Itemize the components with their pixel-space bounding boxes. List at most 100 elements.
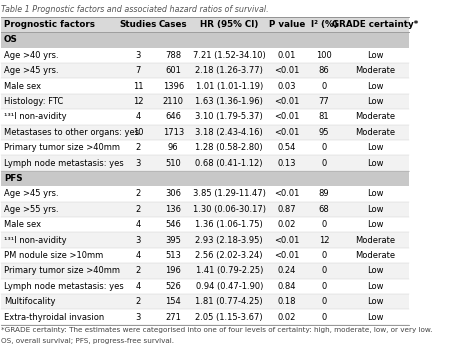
Bar bbox=[1, 63, 409, 79]
Text: Low: Low bbox=[367, 159, 383, 167]
Text: 89: 89 bbox=[319, 190, 329, 198]
Text: 1396: 1396 bbox=[163, 82, 184, 91]
Text: 11: 11 bbox=[133, 82, 144, 91]
Text: Cases: Cases bbox=[159, 20, 188, 29]
Text: 4: 4 bbox=[136, 251, 141, 260]
Text: Low: Low bbox=[367, 297, 383, 306]
Text: <0.01: <0.01 bbox=[274, 236, 300, 245]
Bar bbox=[1, 202, 409, 217]
Text: 0.01: 0.01 bbox=[278, 51, 296, 60]
Text: 95: 95 bbox=[319, 128, 329, 137]
Text: OS, overall survival; PFS, progress-free survival.: OS, overall survival; PFS, progress-free… bbox=[1, 338, 174, 344]
Text: Lymph node metastasis: yes: Lymph node metastasis: yes bbox=[4, 159, 124, 167]
Text: 646: 646 bbox=[165, 112, 181, 121]
Text: <0.01: <0.01 bbox=[274, 97, 300, 106]
Text: Age >45 yrs.: Age >45 yrs. bbox=[4, 66, 58, 75]
Text: Moderate: Moderate bbox=[355, 128, 395, 137]
Text: 2110: 2110 bbox=[163, 97, 184, 106]
Text: Multifocality: Multifocality bbox=[4, 297, 55, 306]
Text: 96: 96 bbox=[168, 143, 179, 152]
Text: <0.01: <0.01 bbox=[274, 251, 300, 260]
Bar bbox=[1, 278, 409, 294]
Text: Low: Low bbox=[367, 51, 383, 60]
Text: 0: 0 bbox=[321, 143, 327, 152]
Text: 0.18: 0.18 bbox=[278, 297, 296, 306]
Text: 0.84: 0.84 bbox=[278, 282, 296, 291]
Text: <0.01: <0.01 bbox=[274, 112, 300, 121]
Text: 4: 4 bbox=[136, 220, 141, 229]
Text: 0.87: 0.87 bbox=[277, 205, 296, 214]
Text: 2: 2 bbox=[136, 205, 141, 214]
Bar bbox=[1, 171, 409, 186]
Text: 0.94 (0.47-1.90): 0.94 (0.47-1.90) bbox=[196, 282, 263, 291]
Text: P value: P value bbox=[269, 20, 305, 29]
Text: 513: 513 bbox=[165, 251, 181, 260]
Bar bbox=[1, 17, 409, 32]
Text: 1.81 (0.77-4.25): 1.81 (0.77-4.25) bbox=[195, 297, 263, 306]
Text: 0: 0 bbox=[321, 313, 327, 322]
Text: 3: 3 bbox=[136, 236, 141, 245]
Text: 2: 2 bbox=[136, 143, 141, 152]
Text: Age >40 yrs.: Age >40 yrs. bbox=[4, 51, 58, 60]
Bar bbox=[1, 217, 409, 232]
Text: 86: 86 bbox=[319, 66, 329, 75]
Text: 546: 546 bbox=[165, 220, 181, 229]
Text: Low: Low bbox=[367, 282, 383, 291]
Text: Age >55 yrs.: Age >55 yrs. bbox=[4, 205, 58, 214]
Text: 3: 3 bbox=[136, 313, 141, 322]
Text: Moderate: Moderate bbox=[355, 236, 395, 245]
Text: 601: 601 bbox=[165, 66, 181, 75]
Text: 136: 136 bbox=[165, 205, 181, 214]
Text: Male sex: Male sex bbox=[4, 82, 41, 91]
Text: 12: 12 bbox=[319, 236, 329, 245]
Text: 0: 0 bbox=[321, 282, 327, 291]
Text: Low: Low bbox=[367, 266, 383, 275]
Text: 154: 154 bbox=[165, 297, 181, 306]
Text: PM nodule size >10mm: PM nodule size >10mm bbox=[4, 251, 103, 260]
Text: 2.93 (2.18-3.95): 2.93 (2.18-3.95) bbox=[195, 236, 263, 245]
Text: Low: Low bbox=[367, 97, 383, 106]
Text: 2.05 (1.15-3.67): 2.05 (1.15-3.67) bbox=[195, 313, 263, 322]
Text: Studies: Studies bbox=[119, 20, 157, 29]
Text: Metastases to other organs: yes: Metastases to other organs: yes bbox=[4, 128, 139, 137]
Text: 3: 3 bbox=[136, 51, 141, 60]
Text: Moderate: Moderate bbox=[355, 66, 395, 75]
Text: 0.68 (0.41-1.12): 0.68 (0.41-1.12) bbox=[195, 159, 263, 167]
Text: 510: 510 bbox=[165, 159, 181, 167]
Text: Extra-thyroidal invasion: Extra-thyroidal invasion bbox=[4, 313, 104, 322]
Text: Low: Low bbox=[367, 205, 383, 214]
Text: HR (95% CI): HR (95% CI) bbox=[200, 20, 258, 29]
Text: 3.85 (1.29-11.47): 3.85 (1.29-11.47) bbox=[193, 190, 265, 198]
Bar bbox=[1, 232, 409, 248]
Text: 7: 7 bbox=[136, 66, 141, 75]
Text: 1.28 (0.58-2.80): 1.28 (0.58-2.80) bbox=[195, 143, 263, 152]
Text: 1.30 (0.06-30.17): 1.30 (0.06-30.17) bbox=[193, 205, 266, 214]
Text: <0.01: <0.01 bbox=[274, 128, 300, 137]
Bar bbox=[1, 125, 409, 140]
Text: Moderate: Moderate bbox=[355, 251, 395, 260]
Text: 0: 0 bbox=[321, 251, 327, 260]
Text: 0.02: 0.02 bbox=[278, 313, 296, 322]
Text: 0.02: 0.02 bbox=[278, 220, 296, 229]
Text: 1.01 (1.01-1.19): 1.01 (1.01-1.19) bbox=[196, 82, 263, 91]
Text: 77: 77 bbox=[319, 97, 329, 106]
Text: 0.54: 0.54 bbox=[278, 143, 296, 152]
Text: 2: 2 bbox=[136, 266, 141, 275]
Bar bbox=[1, 32, 409, 47]
Text: 3: 3 bbox=[136, 159, 141, 167]
Text: 395: 395 bbox=[165, 236, 181, 245]
Text: 0: 0 bbox=[321, 159, 327, 167]
Text: Low: Low bbox=[367, 313, 383, 322]
Text: 1.63 (1.36-1.96): 1.63 (1.36-1.96) bbox=[195, 97, 263, 106]
Bar bbox=[1, 47, 409, 63]
Text: 12: 12 bbox=[133, 97, 144, 106]
Text: 1.41 (0.79-2.25): 1.41 (0.79-2.25) bbox=[196, 266, 263, 275]
Text: 3.10 (1.79-5.37): 3.10 (1.79-5.37) bbox=[195, 112, 263, 121]
Text: 271: 271 bbox=[165, 313, 181, 322]
Text: 7.21 (1.52-34.10): 7.21 (1.52-34.10) bbox=[193, 51, 265, 60]
Text: 0.13: 0.13 bbox=[278, 159, 296, 167]
Text: 4: 4 bbox=[136, 112, 141, 121]
Text: 0.24: 0.24 bbox=[278, 266, 296, 275]
Text: Prognostic factors: Prognostic factors bbox=[4, 20, 95, 29]
Text: 100: 100 bbox=[316, 51, 332, 60]
